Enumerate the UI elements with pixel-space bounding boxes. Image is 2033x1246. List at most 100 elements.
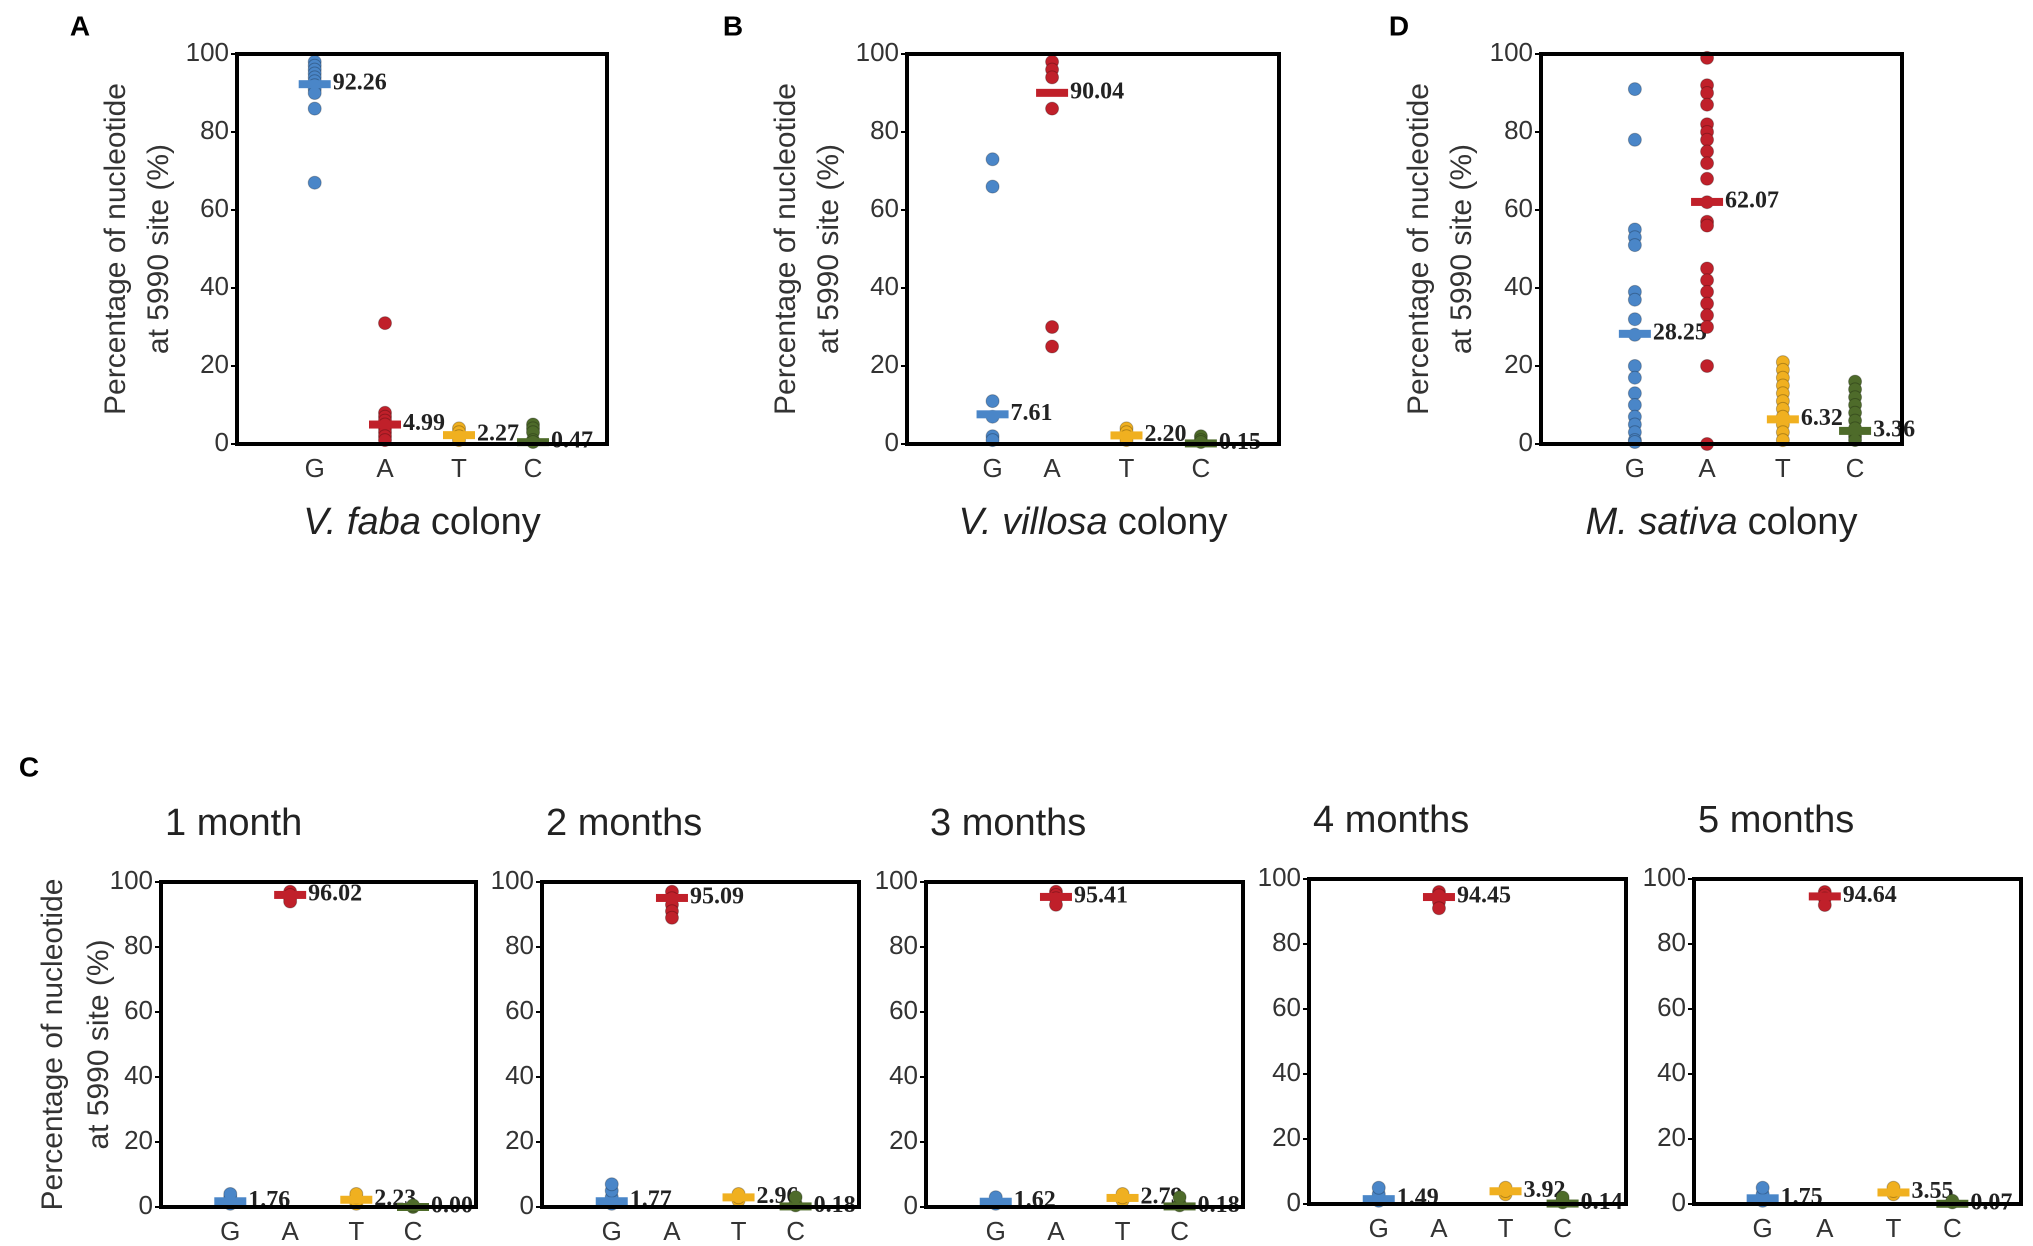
data-point	[307, 175, 322, 190]
y-tick-label: 100	[1490, 37, 1533, 67]
y-tick-label: 80	[870, 115, 899, 145]
mean-bar	[1422, 893, 1455, 902]
mean-bar	[1839, 426, 1872, 435]
chart-title: 2 months	[546, 802, 702, 844]
y-tick-label: 100	[491, 865, 534, 895]
data-point	[1627, 82, 1642, 97]
x-axis-label-italic: V. villosa	[958, 501, 1107, 543]
x-tick-label: C	[1191, 453, 1210, 483]
mean-bar	[1691, 197, 1724, 206]
mean-label: 92.26	[333, 70, 387, 96]
y-tick-label: 100	[875, 865, 918, 895]
x-axis-label-rest: colony	[1118, 501, 1228, 543]
panel-letter: A	[70, 10, 90, 41]
y-tick-label: 0	[1519, 427, 1533, 457]
axes-frame	[924, 880, 1245, 1209]
axes-frame	[1692, 877, 2023, 1206]
y-tick-label: 20	[124, 1125, 153, 1155]
y-tick-label: 40	[1504, 271, 1533, 301]
data-point	[1700, 156, 1715, 171]
data-point	[1817, 898, 1832, 912]
x-tick-label: A	[1430, 1213, 1448, 1243]
x-axis-label: M. sativa colony	[1586, 501, 1858, 543]
x-tick-label: T	[348, 1216, 364, 1246]
data-point	[1700, 308, 1715, 323]
mean-bar	[1746, 1194, 1779, 1203]
mean-bar	[655, 893, 688, 902]
x-tick-label: C	[1553, 1213, 1572, 1243]
mean-bar	[979, 1197, 1012, 1206]
mean-label: 0.18	[814, 1192, 856, 1218]
y-axis-label: Percentage of nucleotide	[36, 879, 69, 1211]
x-axis-label-italic: V. faba	[303, 501, 421, 543]
y-tick-label: 80	[889, 930, 918, 960]
x-tick-label: T	[731, 1216, 747, 1246]
x-tick-label: A	[1047, 1216, 1065, 1246]
y-axis-label: Percentage of nucleotide	[99, 83, 132, 415]
mean-label: 0.18	[1198, 1192, 1240, 1218]
axes-frame	[159, 880, 478, 1209]
y-tick-label: 40	[1657, 1057, 1686, 1087]
y-axis-label: Percentage of nucleotide	[1402, 83, 1435, 415]
y-tick-label: 20	[505, 1125, 534, 1155]
data-point	[1045, 101, 1060, 116]
mean-bar	[1110, 431, 1143, 440]
panel-letter: D	[1389, 10, 1409, 41]
x-tick-label: T	[1886, 1213, 1902, 1243]
data-point	[1700, 86, 1715, 100]
mean-label: 94.45	[1457, 883, 1511, 909]
y-tick-label: 60	[1272, 992, 1301, 1022]
mean-bar	[976, 410, 1009, 419]
data-point	[985, 152, 1000, 167]
axes-frame	[1307, 877, 1628, 1206]
data-point	[1627, 359, 1642, 373]
data-point	[307, 101, 322, 116]
data-point	[1371, 1180, 1386, 1195]
data-point	[1700, 284, 1715, 299]
y-tick-label: 80	[1272, 927, 1301, 957]
mean-label: 0.15	[1219, 429, 1261, 455]
data-point	[1627, 386, 1642, 401]
panel-letter: B	[723, 10, 743, 41]
axes-frame	[1539, 52, 1904, 446]
y-tick-label: 20	[889, 1125, 918, 1155]
x-tick-label: C	[524, 453, 543, 483]
x-tick-label: T	[1498, 1213, 1514, 1243]
y-tick-label: 0	[885, 427, 899, 457]
mean-bar	[1106, 1193, 1139, 1202]
x-tick-label: A	[1043, 453, 1061, 483]
mean-label: 28.25	[1653, 319, 1707, 345]
mean-bar	[1489, 1187, 1522, 1196]
x-tick-label: T	[1115, 1216, 1131, 1246]
y-tick-label: 60	[124, 995, 153, 1025]
mean-bar	[369, 420, 401, 429]
x-axis-label-rest: colony	[431, 501, 541, 543]
x-tick-label: C	[1846, 453, 1865, 483]
mean-label: 1.62	[1014, 1187, 1056, 1213]
y-tick-label: 40	[870, 271, 899, 301]
mean-bar	[1618, 329, 1651, 338]
data-point	[1700, 359, 1715, 373]
axes-frame	[540, 880, 861, 1209]
y-tick-label: 100	[186, 37, 229, 67]
mean-bar	[1362, 1195, 1395, 1204]
y-tick-label: 20	[870, 349, 899, 379]
x-tick-label: T	[1119, 453, 1135, 483]
y-tick-label: 100	[110, 865, 153, 895]
x-tick-label: G	[982, 453, 1002, 483]
x-tick-label: T	[1775, 453, 1791, 483]
mean-bar	[298, 80, 331, 89]
y-tick-label: 0	[1287, 1187, 1301, 1217]
y-tick-label: 100	[1258, 862, 1301, 892]
data-point	[1700, 296, 1715, 311]
y-tick-label: 80	[505, 930, 534, 960]
y-tick-label: 60	[505, 995, 534, 1025]
mean-label: 7.61	[1011, 400, 1053, 426]
mean-label: 3.36	[1873, 416, 1915, 442]
y-tick-label: 20	[1272, 1122, 1301, 1152]
x-axis-label: V. faba colony	[303, 501, 540, 543]
x-tick-label: C	[786, 1216, 805, 1246]
mean-bar	[1766, 415, 1799, 424]
mean-label: 0.47	[551, 428, 593, 454]
